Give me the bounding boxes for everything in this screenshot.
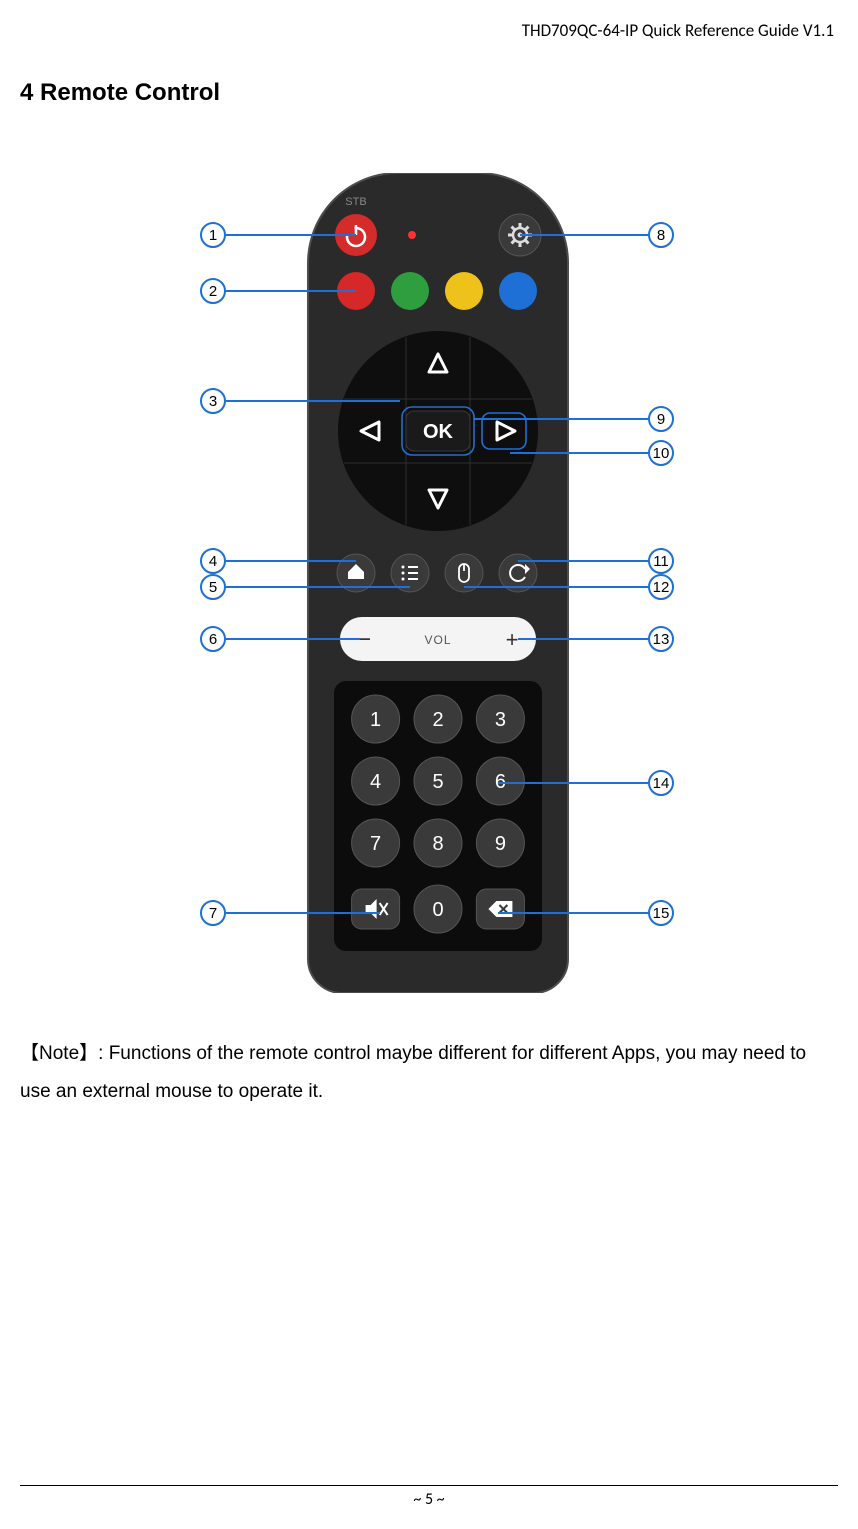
callout-number: 10 [648, 440, 674, 466]
callout-number: 11 [648, 548, 674, 574]
callout-leader [510, 452, 648, 454]
note-body: : Functions of the remote control maybe … [20, 1043, 806, 1102]
svg-text:7: 7 [370, 833, 381, 855]
callout-leader [226, 912, 380, 914]
page: THD709QC-64-IP Quick Reference Guide V1.… [0, 0, 858, 1529]
page-number: ~ 5 ~ [413, 1490, 444, 1509]
svg-text:3: 3 [495, 709, 506, 731]
svg-text:9: 9 [495, 833, 506, 855]
callout-leader [518, 638, 648, 640]
callout-number: 3 [200, 388, 226, 414]
svg-text:1: 1 [370, 709, 381, 731]
callout-number: 8 [648, 222, 674, 248]
callout-leader [226, 234, 356, 236]
callout-leader [498, 782, 648, 784]
svg-text:8: 8 [432, 833, 443, 855]
note-text: 【Note】: Functions of the remote control … [20, 1035, 838, 1111]
callout-leader [518, 560, 648, 562]
callout-number: 4 [200, 548, 226, 574]
callout-leader [474, 418, 648, 420]
callout-number: 6 [200, 626, 226, 652]
callout-number: 5 [200, 574, 226, 600]
callout-leader [226, 638, 360, 640]
page-footer: ~ 5 ~ [20, 1485, 838, 1509]
callout-number: 15 [648, 900, 674, 926]
callout-leader [498, 912, 648, 914]
doc-header: THD709QC-64-IP Quick Reference Guide V1.… [20, 20, 838, 41]
svg-text:2: 2 [432, 709, 443, 731]
callout-leader [226, 560, 356, 562]
callout-number: 7 [200, 900, 226, 926]
callout-leader [226, 400, 400, 402]
svg-text:STB: STB [345, 196, 366, 208]
callout-leader [226, 290, 356, 292]
svg-text:+: + [506, 627, 519, 652]
note-prefix: 【Note】 [20, 1043, 98, 1064]
callout-number: 2 [200, 278, 226, 304]
remote-diagram: STBOK−VOL+1234567890 1234567891011121314… [20, 173, 838, 993]
callout-number: 1 [200, 222, 226, 248]
section-title: 4 Remote Control [20, 79, 838, 107]
svg-text:0: 0 [432, 899, 443, 921]
callout-number: 9 [648, 406, 674, 432]
callout-number: 12 [648, 574, 674, 600]
callout-leader [464, 586, 648, 588]
svg-text:5: 5 [432, 771, 443, 793]
svg-text:OK: OK [423, 421, 454, 443]
callout-number: 14 [648, 770, 674, 796]
svg-text:4: 4 [370, 771, 381, 793]
svg-text:VOL: VOL [424, 633, 451, 647]
callout-leader [226, 586, 410, 588]
callout-number: 13 [648, 626, 674, 652]
remote-illustration: STBOK−VOL+1234567890 [20, 173, 838, 993]
callout-leader [520, 234, 648, 236]
